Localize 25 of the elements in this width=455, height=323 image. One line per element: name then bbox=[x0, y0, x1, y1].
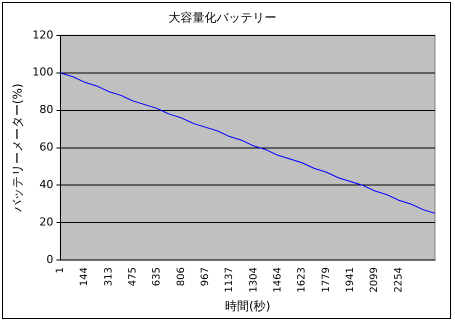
y-tick-label: 100 bbox=[32, 66, 54, 79]
x-tick-label: 144 bbox=[79, 267, 90, 286]
x-tick-label: 1 bbox=[54, 267, 66, 274]
x-tick-label: 2254 bbox=[393, 267, 404, 293]
x-tick-label: 1623 bbox=[296, 267, 308, 293]
x-tick-label: 1304 bbox=[248, 267, 260, 293]
x-tick-label: 806 bbox=[176, 267, 187, 286]
x-tick-label: 1464 bbox=[272, 267, 284, 293]
x-tick-label: 635 bbox=[152, 267, 163, 286]
x-tick-label: 313 bbox=[103, 267, 114, 286]
x-tick-label: 1137 bbox=[224, 267, 236, 293]
x-tick-label: 1941 bbox=[345, 267, 356, 293]
y-tick-label: 20 bbox=[39, 216, 54, 229]
y-tick-label: 40 bbox=[39, 178, 54, 192]
y-tick-label: 0 bbox=[46, 253, 54, 266]
x-axis-title: 時間(秒) bbox=[225, 298, 270, 313]
chart-title: 大容量化バッテリー bbox=[168, 10, 276, 24]
x-tick-label: 475 bbox=[127, 267, 138, 286]
y-tick-label: 120 bbox=[32, 28, 54, 42]
y-tick-label: 80 bbox=[39, 103, 54, 116]
x-tick-label: 2099 bbox=[369, 267, 380, 293]
y-tick-label: 60 bbox=[39, 140, 54, 154]
x-tick-label: 967 bbox=[200, 267, 211, 286]
x-tick-label: 1779 bbox=[320, 267, 332, 293]
y-axis-title: バッテリーメーター(%) bbox=[10, 83, 24, 214]
